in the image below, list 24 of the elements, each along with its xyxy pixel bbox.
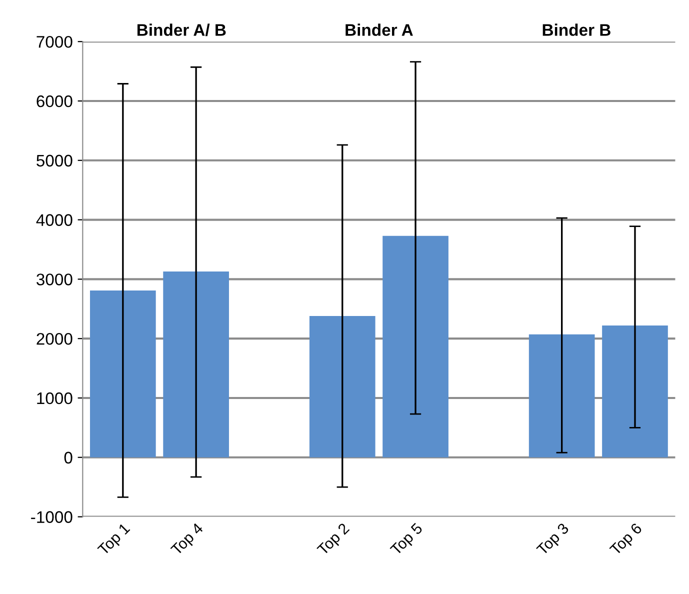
y-tick-label: -1000 [31,511,72,523]
bar [309,316,376,458]
x-tick-label: Top 6 [609,522,645,558]
y-tick-label: 1000 [37,392,72,404]
bar [528,334,595,458]
y-tick-label: 7000 [36,36,72,48]
bar [602,326,668,458]
x-tick-label: Top 3 [536,522,572,558]
y-tick-label: 2000 [36,332,72,345]
text: Binder A/ B [137,24,226,36]
x-tick-label: Top 4 [170,522,206,558]
bar [382,236,448,458]
x-tick-label: Top 1 [97,522,132,558]
y-tick-label: 6000 [36,95,72,108]
text: Binder A [346,24,413,36]
y-tick-label: 0 [64,452,72,464]
y-tick-label: 4000 [36,214,72,226]
y-tick-label: 3000 [36,274,72,286]
bar [90,290,156,458]
y-tick-label: 5000 [36,154,72,167]
x-tick-label: Top 2 [316,522,352,558]
bar [163,271,229,458]
x-tick-label: Top 5 [390,522,426,558]
text: Binder B [542,24,610,36]
